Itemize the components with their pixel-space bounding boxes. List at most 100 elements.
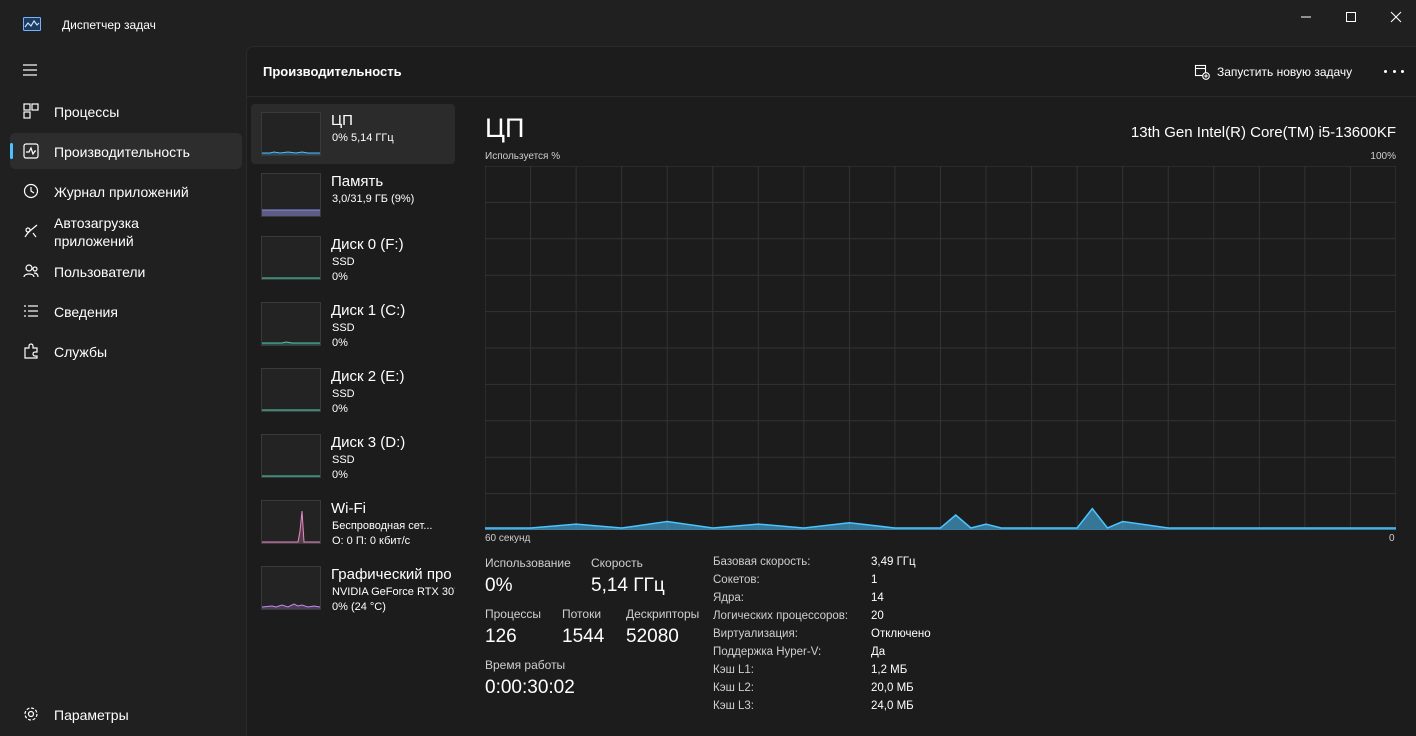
page-title: Производительность	[263, 64, 402, 79]
spec-key: Виртуализация:	[713, 628, 798, 640]
resource-thumbnail-graph	[261, 500, 321, 544]
sidebar-item-performance[interactable]: Производительность	[10, 133, 242, 169]
speed-label: Скорость	[591, 556, 643, 570]
resource-name: Графический про	[331, 566, 452, 583]
cpu-usage-area	[485, 508, 1396, 530]
spec-key: Логических процессоров:	[713, 610, 849, 622]
resource-thumbnail-graph	[261, 112, 321, 156]
gear-icon	[24, 707, 38, 721]
sidebar-item-details[interactable]: Сведения	[10, 293, 242, 329]
more-options-button[interactable]	[1384, 62, 1404, 80]
speed-value: 5,14 ГГц	[591, 575, 665, 596]
hamburger-menu-icon[interactable]	[20, 62, 40, 78]
new-task-icon	[1194, 64, 1210, 80]
resource-value: О: 0 П: 0 кбит/с	[332, 535, 411, 547]
resource-thumbnail-graph	[261, 434, 321, 478]
close-icon	[1390, 11, 1402, 23]
sidebar-item-label: Журнал приложений	[54, 184, 189, 200]
graph-y-label: Используется %	[485, 151, 561, 162]
cpu-usage-graph	[485, 166, 1396, 530]
details-list-icon	[24, 305, 38, 317]
resource-detail: SSD	[332, 256, 355, 268]
resource-value: 0%	[332, 337, 348, 349]
close-button[interactable]	[1373, 0, 1416, 34]
sidebar-item-label: Сведения	[54, 304, 118, 320]
resource-name: Память	[331, 173, 384, 190]
resource-item[interactable]: Память 3,0/31,9 ГБ (9%)	[251, 165, 455, 225]
sidebar-item-label: Производительность	[54, 144, 190, 160]
sidebar-item-label: Параметры	[54, 707, 129, 723]
resource-detail: SSD	[332, 388, 355, 400]
resource-detail: SSD	[332, 322, 355, 334]
processes-value: 126	[485, 626, 517, 647]
resource-name: ЦП	[331, 112, 353, 129]
processes-grid-icon	[23, 103, 39, 119]
resource-detail: 3,0/31,9 ГБ (9%)	[332, 193, 415, 205]
spec-key: Кэш L2:	[713, 682, 754, 694]
sidebar-item-startup[interactable]: Автозагрузка приложений	[10, 213, 242, 249]
graph-time-label: 60 секунд	[485, 533, 531, 544]
spec-value: Да	[871, 646, 886, 658]
spec-value: 14	[871, 592, 884, 604]
threads-label: Потоки	[562, 607, 602, 621]
resource-item[interactable]: Диск 2 (E:) SSD 0%	[251, 360, 455, 420]
sidebar-item-users[interactable]: Пользователи	[10, 253, 242, 289]
spec-key: Кэш L3:	[713, 700, 754, 712]
resource-value: 0%	[332, 403, 348, 415]
sidebar-item-label: Процессы	[54, 104, 120, 120]
resource-thumbnail-graph	[261, 173, 321, 217]
resource-thumbnail-graph	[261, 368, 321, 412]
startup-icon	[24, 224, 38, 238]
sidebar-item-settings[interactable]: Параметры	[10, 696, 242, 732]
resource-name: Диск 0 (F:)	[331, 236, 404, 253]
more-dot	[1384, 69, 1387, 73]
active-indicator	[10, 143, 13, 159]
run-new-task-label: Запустить новую задачу	[1217, 65, 1353, 79]
resource-name: Диск 3 (D:)	[331, 434, 406, 451]
resource-value: 0% (24 °C)	[332, 601, 386, 613]
processes-label: Процессы	[485, 607, 542, 621]
cpu-usage-line	[485, 507, 1396, 529]
resource-name: Диск 2 (E:)	[331, 368, 405, 385]
title-bar: Диспетчер задач	[0, 0, 1416, 46]
resource-name: Wi-Fi	[331, 500, 366, 517]
performance-icon	[23, 143, 39, 159]
resource-detail: NVIDIA GeForce RTX 307	[332, 586, 455, 598]
header-divider	[247, 96, 1416, 97]
spec-value: 24,0 МБ	[871, 700, 914, 712]
minimize-icon	[1301, 16, 1311, 18]
sidebar-item-label: Автозагрузка приложений	[54, 215, 139, 249]
sidebar-item-services[interactable]: Службы	[10, 333, 242, 369]
resource-item[interactable]: Wi-Fi Беспроводная сет... О: 0 П: 0 кбит/с	[251, 492, 455, 552]
run-new-task-button[interactable]: Запустить новую задачу	[1194, 63, 1352, 81]
more-dot	[1392, 69, 1396, 73]
usage-value: 0%	[485, 575, 513, 596]
spec-key: Поддержка Hyper-V:	[713, 646, 822, 658]
window-title: Диспетчер задач	[62, 18, 156, 32]
spec-value: 1,2 МБ	[871, 664, 908, 676]
sidebar-item-app-history[interactable]: Журнал приложений	[10, 173, 242, 209]
sidebar-item-processes[interactable]: Процессы	[10, 93, 242, 129]
services-puzzle-icon	[24, 343, 38, 359]
resource-thumbnail-graph	[261, 302, 321, 346]
resource-item[interactable]: Диск 3 (D:) SSD 0%	[251, 426, 455, 486]
resource-name: Диск 1 (C:)	[331, 302, 406, 319]
resource-item[interactable]: ЦП 0% 5,14 ГГц	[251, 104, 455, 164]
resource-item[interactable]: Диск 0 (F:) SSD 0%	[251, 228, 455, 288]
resource-item[interactable]: Диск 1 (C:) SSD 0%	[251, 294, 455, 354]
minimize-button[interactable]	[1283, 0, 1329, 34]
users-icon	[23, 264, 39, 278]
maximize-icon	[1346, 12, 1356, 22]
maximize-button[interactable]	[1328, 0, 1374, 34]
resource-item[interactable]: Графический про NVIDIA GeForce RTX 307 0% …	[251, 558, 455, 618]
spec-key: Базовая скорость:	[713, 556, 811, 568]
resource-thumbnail-graph	[261, 236, 321, 280]
cpu-model: 13th Gen Intel(R) Core(TM) i5-13600KF	[1130, 124, 1396, 141]
resource-detail: 0% 5,14 ГГц	[332, 132, 394, 144]
resource-thumbnail-graph	[261, 566, 321, 610]
threads-value: 1544	[562, 626, 605, 647]
sidebar-item-label: Пользователи	[54, 264, 146, 280]
spec-value: 20	[871, 610, 884, 622]
spec-value: Отключено	[871, 628, 931, 640]
